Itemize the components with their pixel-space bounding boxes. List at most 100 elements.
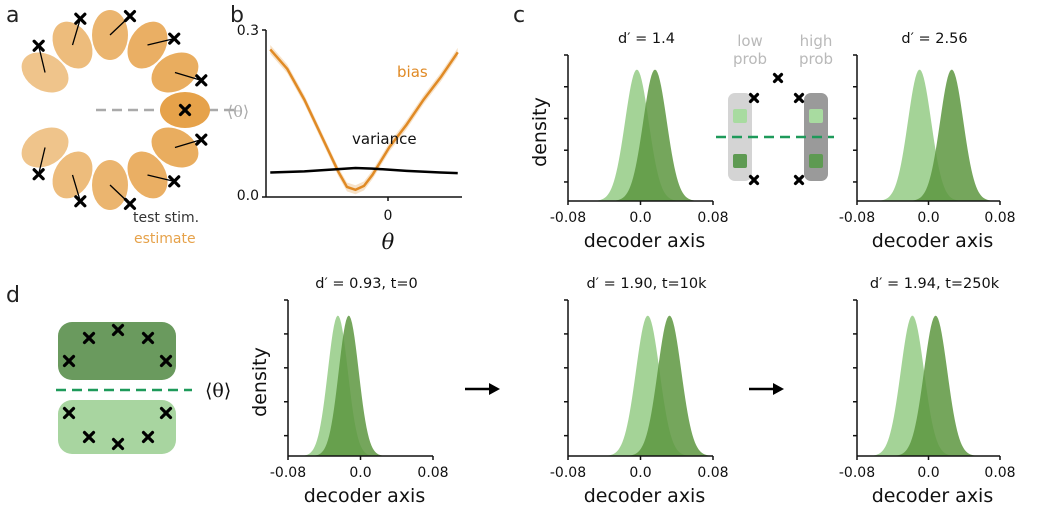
xtick-label: 0.0 <box>349 465 371 481</box>
bias-series-line <box>269 48 459 192</box>
error-line <box>38 45 46 73</box>
cross-stroke <box>772 72 784 84</box>
low-prob-label-line1: low <box>737 32 763 50</box>
dprime-title: d′ = 1.90, t=10k <box>586 276 707 292</box>
test-stim-cross <box>168 175 181 188</box>
high-prob-light-square <box>809 109 823 123</box>
dark-density-area <box>568 315 713 456</box>
stim-cross <box>141 430 155 444</box>
cross-stroke <box>62 354 76 368</box>
x-axis-label: decoder axis <box>584 485 706 507</box>
dark-density-area <box>857 315 1000 456</box>
arrow-t10k-to-t250k <box>749 383 784 395</box>
stim-cross <box>82 331 96 345</box>
cross-stroke <box>178 103 192 117</box>
cross-stroke <box>82 331 96 345</box>
cross-stroke <box>123 9 137 23</box>
cross-stroke <box>62 406 76 420</box>
stim-cross <box>111 323 125 337</box>
xtick-label: 0.08 <box>697 465 728 481</box>
high-prob-label-line1: high <box>800 32 833 50</box>
stim-cross <box>159 406 173 420</box>
cross-stroke <box>141 331 155 345</box>
test-stim-cross <box>74 195 87 208</box>
x-axis-label: decoder axis <box>872 230 994 252</box>
error-line <box>71 174 81 202</box>
x-axis-label: decoder axis <box>872 485 994 507</box>
stim-cross <box>159 354 173 368</box>
xtick-label: 0.0 <box>629 465 651 481</box>
test-stim-cross <box>195 133 208 146</box>
xtick-label: -0.08 <box>839 210 875 226</box>
light-density-area <box>568 69 713 201</box>
error-line <box>147 174 175 182</box>
xtick-label: -0.08 <box>839 465 875 481</box>
panel-c-left-density-chart: -0.08 0.0 0.08 decoder axis density d′ = 1.4 <box>529 31 729 252</box>
test-stim-cross <box>178 103 192 117</box>
light-density-area <box>568 315 713 456</box>
variance-series-line <box>270 166 458 175</box>
test-stim-cross <box>123 197 137 211</box>
test-stim-cross <box>793 92 805 104</box>
error-line <box>174 139 202 149</box>
cross-stroke <box>168 175 181 188</box>
ytick-label: 0.3 <box>237 23 259 39</box>
mean-theta-label: ⟨θ⟩ <box>205 380 231 402</box>
estimate-ring <box>21 9 210 211</box>
light-density-area <box>857 69 1000 201</box>
stim-cross <box>141 331 155 345</box>
panel-d-t0-density-chart: -0.08 0.0 0.08 decoder axis density d′ = 0.93… <box>249 276 449 507</box>
dark-density-area <box>568 69 713 201</box>
y-axis-label: density <box>249 347 271 417</box>
xtick-label: 0.0 <box>917 210 939 226</box>
error-line <box>38 147 46 175</box>
xtick-label: -0.08 <box>550 465 586 481</box>
low-prob-label-line2: prob <box>733 50 767 68</box>
dprime-title: d′ = 0.93, t=0 <box>315 276 417 292</box>
ytick-label: 0.0 <box>237 188 259 204</box>
cross-stroke <box>111 437 125 451</box>
cross-stroke <box>111 323 125 337</box>
panel-letter-b: b <box>230 3 244 28</box>
cross-stroke <box>141 430 155 444</box>
cross-stroke <box>32 39 45 52</box>
test-stimuli-crosses <box>748 72 805 186</box>
xtick-label: 0 <box>384 208 393 224</box>
panel-c-probability-schematic: low prob high prob <box>716 32 834 186</box>
cross-stroke <box>123 197 137 211</box>
panel-a-ring-diagram: ⟨θ⟩ test stim. estimate <box>21 9 249 247</box>
error-line <box>71 18 81 46</box>
legend-test-stim: test stim. <box>133 210 199 226</box>
panel-letter-d: d <box>6 283 20 308</box>
error-line <box>147 38 175 46</box>
high-prob-dark-square <box>809 154 823 168</box>
cross-stroke <box>74 195 87 208</box>
xtick-label: -0.08 <box>270 465 306 481</box>
light-density-area <box>288 315 433 456</box>
xtick-label: 0.0 <box>917 465 939 481</box>
xtick-label: 0.08 <box>984 210 1015 226</box>
dprime-title: d′ = 2.56 <box>901 31 967 47</box>
xtick-label: -0.08 <box>550 210 586 226</box>
stimuli-crosses <box>62 323 173 451</box>
cross-stroke <box>159 354 173 368</box>
stim-cross <box>82 430 96 444</box>
test-stim-cross <box>195 74 208 87</box>
panel-c-right-density-chart: -0.08 0.0 0.08 decoder axis d′ = 2.56 <box>839 31 1016 252</box>
test-stim-cross <box>772 72 784 84</box>
cross-stroke <box>74 12 87 25</box>
cross-stroke <box>195 133 208 146</box>
panel-d-category-schematic: ⟨θ⟩ <box>56 322 231 454</box>
stim-cross <box>62 354 76 368</box>
test-stim-cross <box>32 39 45 52</box>
test-stim-cross <box>748 92 760 104</box>
cross-stroke <box>793 92 805 104</box>
test-stim-cross <box>123 9 137 23</box>
x-axis-label: decoder axis <box>304 485 426 507</box>
stim-cross <box>111 437 125 451</box>
cross-stroke <box>168 32 181 45</box>
legend-estimate: estimate <box>134 231 196 247</box>
high-prob-label-line2: prob <box>799 50 833 68</box>
low-prob-dark-square <box>733 154 747 168</box>
